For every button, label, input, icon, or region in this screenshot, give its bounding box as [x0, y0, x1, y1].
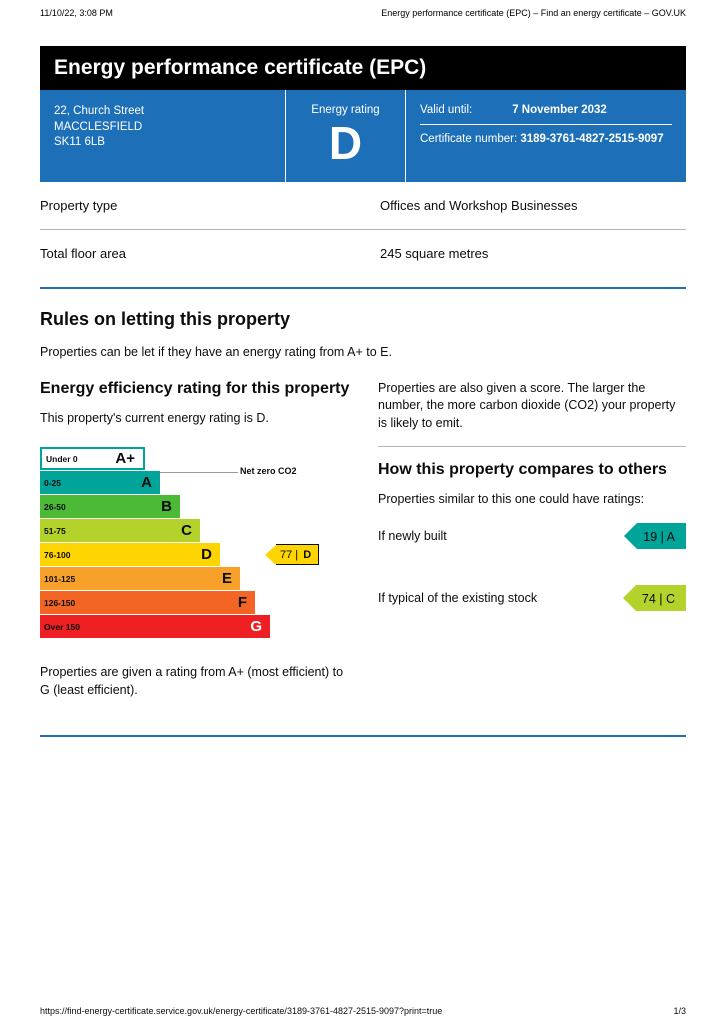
rating-explain: Properties are given a rating from A+ (m… — [40, 664, 350, 699]
compare-label: If typical of the existing stock — [378, 591, 537, 605]
rating-band-row: 126-150 F — [40, 591, 340, 614]
table-row: Total floor area 245 square metres — [40, 230, 686, 277]
address-line: SK11 6LB — [54, 135, 271, 151]
address-line: 22, Church Street — [54, 104, 271, 120]
band-letter: F — [238, 594, 247, 611]
section-divider — [40, 287, 686, 289]
letting-heading: Rules on letting this property — [40, 309, 686, 330]
print-title: Energy performance certificate (EPC) – F… — [381, 8, 686, 18]
page-title: Energy performance certificate (EPC) — [40, 46, 686, 90]
band-letter: A+ — [115, 450, 135, 467]
rating-band: 101-125 E — [40, 567, 240, 590]
compare-heading: How this property compares to others — [378, 461, 686, 479]
band-range: 51-75 — [40, 526, 66, 536]
band-letter: E — [222, 570, 232, 587]
letting-body: Properties can be let if they have an en… — [40, 344, 686, 362]
rating-band: Over 150 G — [40, 615, 270, 638]
rating-band-row: Under 0 A+ — [40, 447, 340, 470]
energy-rating-label: Energy rating — [300, 104, 391, 116]
rating-pointer: 77 | D — [265, 544, 319, 565]
rating-band-row: 101-125 E — [40, 567, 340, 590]
energy-rating-block: Energy rating D — [286, 90, 406, 182]
floor-area-value: 245 square metres — [380, 246, 686, 261]
address-block: 22, Church Street MACCLESFIELD SK11 6LB — [40, 90, 286, 182]
band-letter: D — [201, 546, 212, 563]
valid-until-label: Valid until: — [420, 104, 472, 116]
rating-band: 76-100 D — [40, 543, 220, 566]
compare-label: If newly built — [378, 529, 447, 543]
rating-chart: Net zero CO2 Under 0A+0-25A26-50B51-75C7… — [40, 447, 340, 638]
compare-row: If typical of the existing stock 74 | C — [378, 585, 686, 611]
compare-intro: Properties similar to this one could hav… — [378, 491, 686, 509]
table-row: Property type Offices and Workshop Busin… — [40, 182, 686, 230]
band-range: 76-100 — [40, 550, 70, 560]
score-intro: Properties are also given a score. The l… — [378, 380, 686, 433]
left-column: Energy efficiency rating for this proper… — [40, 380, 350, 714]
certificate-meta: Valid until: 7 November 2032 Certificate… — [406, 90, 686, 182]
rating-band: Under 0 A+ — [40, 447, 145, 470]
print-datetime: 11/10/22, 3:08 PM — [40, 8, 113, 18]
divider — [378, 446, 686, 447]
rating-band-row: 0-25 A — [40, 471, 340, 494]
band-letter: A — [141, 474, 152, 491]
compare-pointer: 74 | C — [623, 585, 686, 611]
band-range: 0-25 — [40, 478, 61, 488]
band-range: Under 0 — [42, 454, 78, 464]
rating-band: 0-25 A — [40, 471, 160, 494]
property-type-label: Property type — [40, 198, 380, 213]
rating-band-row: 26-50 B — [40, 495, 340, 518]
property-info-table: Property type Offices and Workshop Busin… — [40, 182, 686, 277]
print-footer: https://find-energy-certificate.service.… — [40, 1006, 686, 1016]
compare-row: If newly built 19 | A — [378, 523, 686, 549]
print-url: https://find-energy-certificate.service.… — [40, 1006, 442, 1016]
cert-number-label: Certificate number: — [420, 133, 517, 145]
rating-band-row: Over 150 G — [40, 615, 340, 638]
band-letter: G — [250, 618, 262, 635]
efficiency-heading: Energy efficiency rating for this proper… — [40, 380, 350, 398]
summary-box: 22, Church Street MACCLESFIELD SK11 6LB … — [40, 90, 686, 182]
print-page: 1/3 — [673, 1006, 686, 1016]
band-letter: B — [161, 498, 172, 515]
band-range: 101-125 — [40, 574, 75, 584]
right-column: Properties are also given a score. The l… — [378, 380, 686, 714]
band-letter: C — [181, 522, 192, 539]
valid-until-value: 7 November 2032 — [512, 104, 607, 116]
property-type-value: Offices and Workshop Businesses — [380, 198, 686, 213]
rating-band-row: 51-75 C — [40, 519, 340, 542]
address-line: MACCLESFIELD — [54, 120, 271, 136]
section-divider — [40, 735, 686, 737]
rating-band: 26-50 B — [40, 495, 180, 518]
energy-rating-letter: D — [300, 120, 391, 166]
cert-number-value: 3189-3761-4827-2515-9097 — [520, 133, 663, 145]
rating-band: 51-75 C — [40, 519, 200, 542]
floor-area-label: Total floor area — [40, 246, 380, 261]
band-range: 26-50 — [40, 502, 66, 512]
page-content: Energy performance certificate (EPC) 22,… — [0, 22, 726, 737]
current-rating-sentence: This property's current energy rating is… — [40, 410, 350, 428]
print-header: 11/10/22, 3:08 PM Energy performance cer… — [0, 0, 726, 22]
band-range: Over 150 — [40, 622, 80, 632]
compare-pointer: 19 | A — [624, 523, 686, 549]
rating-band: 126-150 F — [40, 591, 255, 614]
band-range: 126-150 — [40, 598, 75, 608]
